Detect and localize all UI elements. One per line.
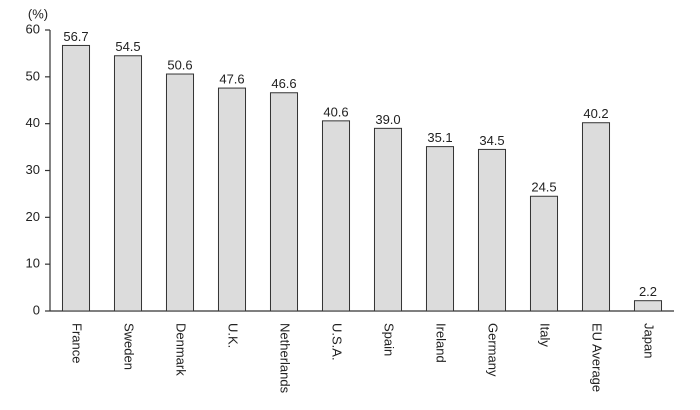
value-label: 50.6: [167, 57, 192, 72]
y-tick-label: 40: [26, 115, 40, 130]
value-label: 54.5: [115, 39, 140, 54]
x-tick-label: Spain: [382, 323, 397, 356]
bar: [321, 120, 351, 312]
bar: [373, 127, 403, 312]
value-label: 40.6: [323, 104, 348, 119]
value-label: 46.6: [271, 76, 296, 91]
bar: [477, 148, 507, 312]
bar: [529, 195, 559, 312]
bar: [581, 122, 611, 312]
value-label: 35.1: [427, 130, 452, 145]
bar: [217, 87, 247, 312]
x-tick-label: Italy: [538, 323, 553, 347]
x-tick-label: Netherlands: [278, 323, 293, 394]
x-tick-label: Japan: [642, 323, 657, 358]
y-tick-label: 30: [26, 162, 40, 177]
y-axis-label: (%): [28, 6, 48, 21]
y-tick-label: 50: [26, 68, 40, 83]
x-tick-label: U.K.: [226, 323, 241, 348]
value-label: 39.0: [375, 112, 400, 127]
bar: [269, 92, 299, 312]
y-tick-label: 60: [26, 21, 40, 36]
value-label: 2.2: [639, 284, 657, 299]
x-tick-label: Ireland: [434, 323, 449, 363]
value-label: 40.2: [583, 106, 608, 121]
x-tick-label: Sweden: [122, 323, 137, 370]
bar: [633, 300, 663, 312]
value-label: 24.5: [531, 180, 556, 195]
bar: [425, 146, 455, 312]
value-label: 47.6: [219, 72, 244, 87]
x-tick-label: U.S.A.: [330, 323, 345, 361]
x-tick-label: France: [70, 323, 85, 363]
x-tick-label: Denmark: [174, 323, 189, 376]
value-label: 56.7: [63, 29, 88, 44]
bar: [165, 73, 195, 312]
x-tick-label: Germany: [486, 323, 501, 377]
value-label: 34.5: [479, 133, 504, 148]
y-tick-label: 10: [26, 256, 40, 271]
x-tick-label: EU Average: [590, 323, 605, 392]
y-tick-label: 20: [26, 209, 40, 224]
bar: [61, 44, 91, 312]
bar: [113, 55, 143, 312]
y-tick-label: 0: [33, 302, 40, 317]
